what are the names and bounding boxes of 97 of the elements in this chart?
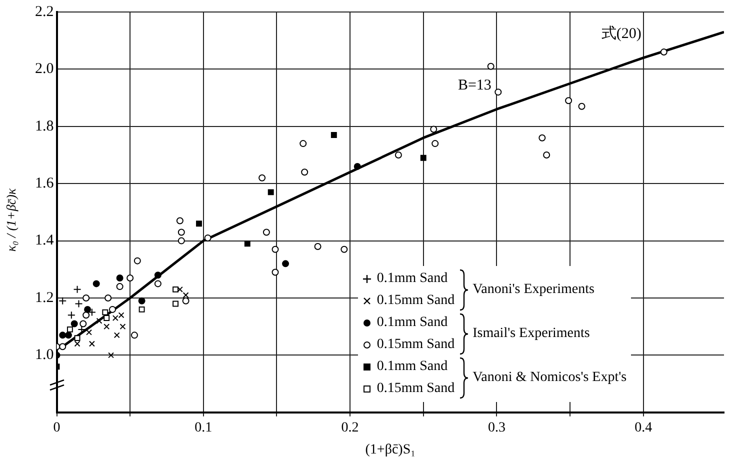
point xyxy=(108,352,114,358)
annotation: Ismail's Experiments xyxy=(472,326,590,342)
point xyxy=(258,174,266,182)
point xyxy=(172,286,179,292)
legend-label: 0.1mm Sand xyxy=(376,315,448,332)
y-tick-label: 1.0 xyxy=(35,347,54,364)
y-tick-label: 1.4 xyxy=(35,232,54,249)
point xyxy=(80,320,87,328)
y-tick-label: 1.6 xyxy=(35,176,54,192)
point xyxy=(272,246,279,253)
point xyxy=(70,320,78,328)
point xyxy=(314,243,322,250)
x-tick-label: 0.2 xyxy=(341,420,359,436)
x-tick-label: 0 xyxy=(53,420,60,436)
annotation: Vanoni's Experiments xyxy=(472,282,594,298)
point xyxy=(114,332,120,338)
point xyxy=(59,343,66,350)
point xyxy=(204,234,212,242)
point xyxy=(176,217,184,224)
x-axis-title: (1+βc̄)S₁ xyxy=(365,442,416,458)
legend-label: 0.1mm Sand xyxy=(376,359,448,376)
point xyxy=(120,324,126,330)
y-axis-title: κ₀ / (1+βc̄)κ xyxy=(4,188,20,252)
point xyxy=(126,274,134,282)
point xyxy=(116,274,124,282)
point xyxy=(104,324,110,330)
point xyxy=(88,308,96,316)
point xyxy=(112,315,118,321)
point xyxy=(420,154,426,161)
point xyxy=(67,311,76,320)
y-tick-label: 2.2 xyxy=(35,4,54,20)
point xyxy=(565,97,572,104)
annotation: Vanoni & Nomicos's Expt's xyxy=(472,370,627,386)
x-tick-label: 0.3 xyxy=(488,420,506,436)
point xyxy=(66,326,73,332)
y-tick-label: 1.8 xyxy=(35,118,54,134)
point xyxy=(64,332,72,339)
legend-label: 0.15mm Sand xyxy=(376,293,455,310)
annotation: B=13 xyxy=(458,78,492,94)
point xyxy=(74,340,80,347)
y-tick-label: 2.0 xyxy=(35,61,54,78)
point xyxy=(82,294,90,302)
point xyxy=(487,62,494,70)
point xyxy=(182,297,190,304)
point xyxy=(244,240,250,247)
y-tick-label: 1.2 xyxy=(35,290,54,306)
point xyxy=(432,140,439,148)
point xyxy=(154,280,162,288)
point xyxy=(538,134,546,142)
point xyxy=(182,292,189,298)
point xyxy=(282,260,290,268)
point xyxy=(154,272,162,279)
point xyxy=(84,306,92,313)
point xyxy=(74,300,83,308)
point xyxy=(59,332,66,339)
annotation: 式(20) xyxy=(601,25,642,42)
point xyxy=(116,283,124,290)
point xyxy=(138,306,145,312)
point xyxy=(92,280,100,288)
point xyxy=(301,168,308,176)
point xyxy=(543,152,550,158)
legend-label: 0.15mm Sand xyxy=(376,337,455,354)
point xyxy=(660,48,668,56)
x-tick-label: 0.4 xyxy=(634,420,652,436)
point xyxy=(354,162,361,170)
point xyxy=(82,312,90,319)
point xyxy=(330,132,337,138)
point xyxy=(73,285,82,294)
point xyxy=(104,294,112,302)
point xyxy=(196,220,202,227)
point xyxy=(58,296,67,305)
point xyxy=(430,126,438,133)
point xyxy=(118,312,124,318)
point xyxy=(130,332,138,339)
point xyxy=(394,152,402,158)
point xyxy=(178,237,185,244)
point xyxy=(104,315,110,321)
point xyxy=(138,297,146,304)
point xyxy=(172,300,179,307)
point xyxy=(268,189,274,196)
point xyxy=(262,228,270,236)
point xyxy=(88,340,95,347)
point xyxy=(272,268,279,276)
point xyxy=(102,309,108,316)
legend-label: 0.15mm Sand xyxy=(376,381,455,398)
legend-label: 0.1mm Sand xyxy=(376,271,448,288)
point xyxy=(340,246,348,253)
point xyxy=(178,228,185,236)
point xyxy=(74,335,80,342)
x-tick-label: 0.1 xyxy=(194,420,212,436)
point xyxy=(578,102,586,110)
point xyxy=(176,286,183,292)
point xyxy=(134,257,141,264)
point xyxy=(108,306,116,313)
point xyxy=(494,88,502,96)
point xyxy=(86,329,92,336)
point xyxy=(300,140,307,148)
